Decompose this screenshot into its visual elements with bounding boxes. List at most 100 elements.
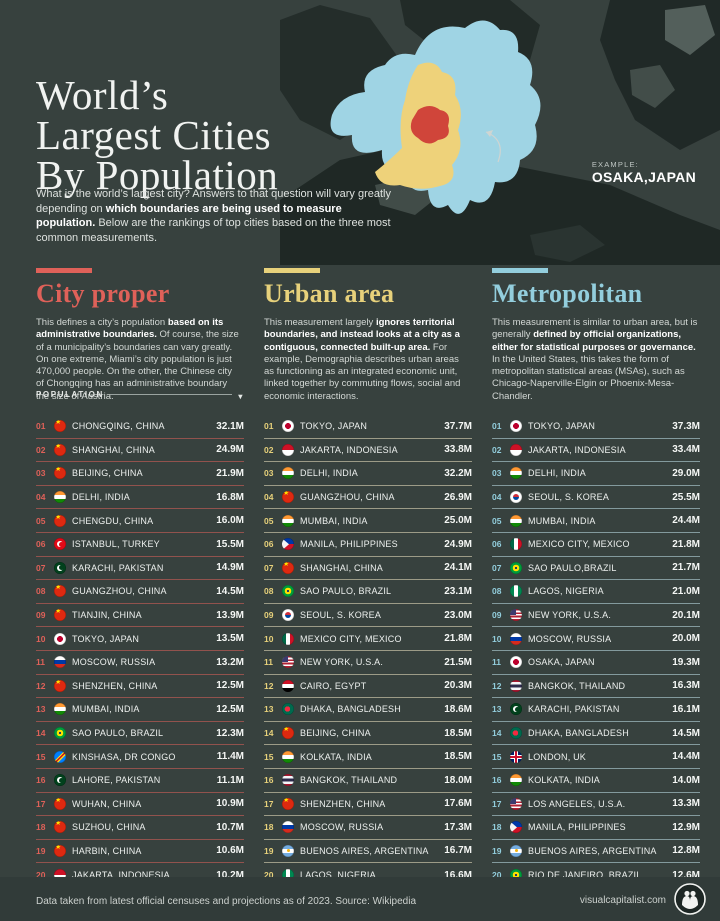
table-row: 06 ISTANBUL, TURKEY 15.5M bbox=[36, 533, 244, 557]
population-value: 12.9M bbox=[672, 821, 700, 833]
population-value: 18.6M bbox=[444, 703, 472, 715]
table-row: 01 TOKYO, JAPAN 37.7M bbox=[264, 415, 472, 439]
city-name: SEOUL, S. KOREA bbox=[300, 610, 382, 621]
population-value: 21.9M bbox=[216, 467, 244, 479]
city-name: LAGOS, NIGERIA bbox=[300, 870, 376, 881]
rank-number: 13 bbox=[36, 704, 46, 715]
table-row: 08 SAO PAULO, BRAZIL 23.1M bbox=[264, 580, 472, 604]
table-row: 06 MEXICO CITY, MEXICO 21.8M bbox=[492, 533, 700, 557]
rank-number: 13 bbox=[264, 704, 274, 715]
city-name: JAKARTA, INDONESIA bbox=[300, 444, 398, 455]
source-note: Data taken from latest official censuses… bbox=[36, 896, 417, 907]
drcongo-flag-icon bbox=[54, 750, 66, 763]
visualcapitalist-link[interactable]: visualcapitalist.com bbox=[579, 895, 666, 906]
city-proper-description: This defines a city’s population based o… bbox=[36, 317, 239, 402]
usa-flag-icon bbox=[510, 609, 522, 622]
osaka-example-map bbox=[280, 0, 720, 265]
city-name: MUMBAI, INDIA bbox=[300, 515, 368, 526]
table-row: 03 BEIJING, CHINA 21.9M bbox=[36, 462, 244, 486]
population-value: 17.6M bbox=[444, 798, 472, 810]
china-flag-icon bbox=[54, 443, 66, 456]
city-name: MOSCOW, RUSSIA bbox=[528, 633, 612, 644]
table-row: 14 BEIJING, CHINA 18.5M bbox=[264, 722, 472, 746]
table-row: 15 KINSHASA, DR CONGO 11.4M bbox=[36, 745, 244, 769]
table-row: 12 BANGKOK, THAILAND 16.3M bbox=[492, 675, 700, 699]
china-flag-icon bbox=[54, 797, 66, 810]
rank-number: 02 bbox=[264, 444, 274, 455]
rank-number: 15 bbox=[36, 751, 46, 762]
mexico-flag-icon bbox=[510, 538, 522, 551]
city-name: KINSHASA, DR CONGO bbox=[72, 751, 176, 762]
visualcapitalist-logo-icon bbox=[674, 883, 706, 915]
pakistan-flag-icon bbox=[510, 703, 522, 716]
city-name: SAO PAULO,BRAZIL bbox=[528, 562, 617, 573]
city-name: MOSCOW, RUSSIA bbox=[300, 822, 384, 833]
city-name: GUANGZHOU, CHINA bbox=[72, 586, 167, 597]
table-row: 11 NEW YORK, U.S.A. 21.5M bbox=[264, 651, 472, 675]
population-value: 10.7M bbox=[216, 821, 244, 833]
rank-number: 07 bbox=[264, 562, 274, 573]
rank-number: 11 bbox=[36, 657, 45, 668]
rank-number: 19 bbox=[264, 845, 274, 856]
table-row: 17 WUHAN, CHINA 10.9M bbox=[36, 793, 244, 817]
rank-number: 03 bbox=[264, 468, 274, 479]
china-flag-icon bbox=[282, 561, 294, 574]
table-row: 03 DELHI, INDIA 32.2M bbox=[264, 462, 472, 486]
china-flag-icon bbox=[282, 727, 294, 740]
population-value: 12.3M bbox=[216, 727, 244, 739]
population-value: 25.5M bbox=[672, 491, 700, 503]
rank-number: 19 bbox=[492, 845, 502, 856]
rank-number: 19 bbox=[36, 845, 46, 856]
china-flag-icon bbox=[282, 797, 294, 810]
population-value: 32.2M bbox=[444, 467, 472, 479]
rank-number: 15 bbox=[264, 751, 274, 762]
city-proper-accent-bar bbox=[36, 268, 92, 273]
population-value: 13.5M bbox=[216, 633, 244, 645]
city-name: DELHI, INDIA bbox=[72, 492, 130, 503]
table-row: 02 JAKARTA, INDONESIA 33.8M bbox=[264, 439, 472, 463]
turkey-flag-icon bbox=[54, 538, 66, 551]
rank-number: 12 bbox=[36, 680, 46, 691]
metropolitan-description: This measurement is similar to urban are… bbox=[492, 317, 698, 402]
city-name: MANILA, PHILIPPINES bbox=[300, 539, 398, 550]
population-value: 37.7M bbox=[444, 420, 472, 432]
china-flag-icon bbox=[54, 585, 66, 598]
rank-number: 15 bbox=[492, 751, 502, 762]
city-name: JAKARTA, INDONESIA bbox=[72, 870, 170, 881]
rank-number: 17 bbox=[36, 798, 46, 809]
population-value: 12.6M bbox=[672, 869, 700, 881]
population-value: 14.9M bbox=[216, 562, 244, 574]
population-value: 21.8M bbox=[672, 538, 700, 550]
city-name: JAKARTA, INDONESIA bbox=[528, 444, 626, 455]
city-name: LOS ANGELES, U.S.A. bbox=[528, 798, 626, 809]
table-row: 08 LAGOS, NIGERIA 21.0M bbox=[492, 580, 700, 604]
population-label-line bbox=[109, 394, 233, 395]
population-value: 37.3M bbox=[672, 420, 700, 432]
china-flag-icon bbox=[54, 821, 66, 834]
rank-number: 09 bbox=[264, 610, 274, 621]
population-value: 24.9M bbox=[444, 538, 472, 550]
rank-number: 01 bbox=[36, 421, 46, 432]
population-value: 23.1M bbox=[444, 585, 472, 597]
skorea-flag-icon bbox=[282, 609, 294, 622]
example-city-name: OSAKA,JAPAN bbox=[591, 169, 696, 185]
table-row: 18 MANILA, PHILIPPINES 12.9M bbox=[492, 816, 700, 840]
rank-number: 04 bbox=[492, 492, 502, 503]
population-value: 16.7M bbox=[444, 845, 472, 857]
population-value: 24.1M bbox=[444, 562, 472, 574]
population-value: 18.0M bbox=[444, 774, 472, 786]
table-row: 14 SAO PAULO, BRAZIL 12.3M bbox=[36, 722, 244, 746]
india-flag-icon bbox=[54, 703, 66, 716]
column-metropolitan: Metropolitan This measurement is similar… bbox=[492, 268, 702, 893]
rank-number: 08 bbox=[36, 586, 46, 597]
population-value: 24.9M bbox=[216, 444, 244, 456]
city-name: BUENOS AIRES, ARGENTINA bbox=[528, 845, 657, 856]
thailand-flag-icon bbox=[282, 774, 294, 787]
rank-number: 16 bbox=[264, 775, 274, 786]
table-row: 18 SUZHOU, CHINA 10.7M bbox=[36, 816, 244, 840]
india-flag-icon bbox=[510, 467, 522, 480]
table-row: 16 BANGKOK, THAILAND 18.0M bbox=[264, 769, 472, 793]
city-name: NEW YORK, U.S.A. bbox=[528, 610, 612, 621]
table-row: 18 MOSCOW, RUSSIA 17.3M bbox=[264, 816, 472, 840]
rank-number: 10 bbox=[492, 633, 502, 644]
